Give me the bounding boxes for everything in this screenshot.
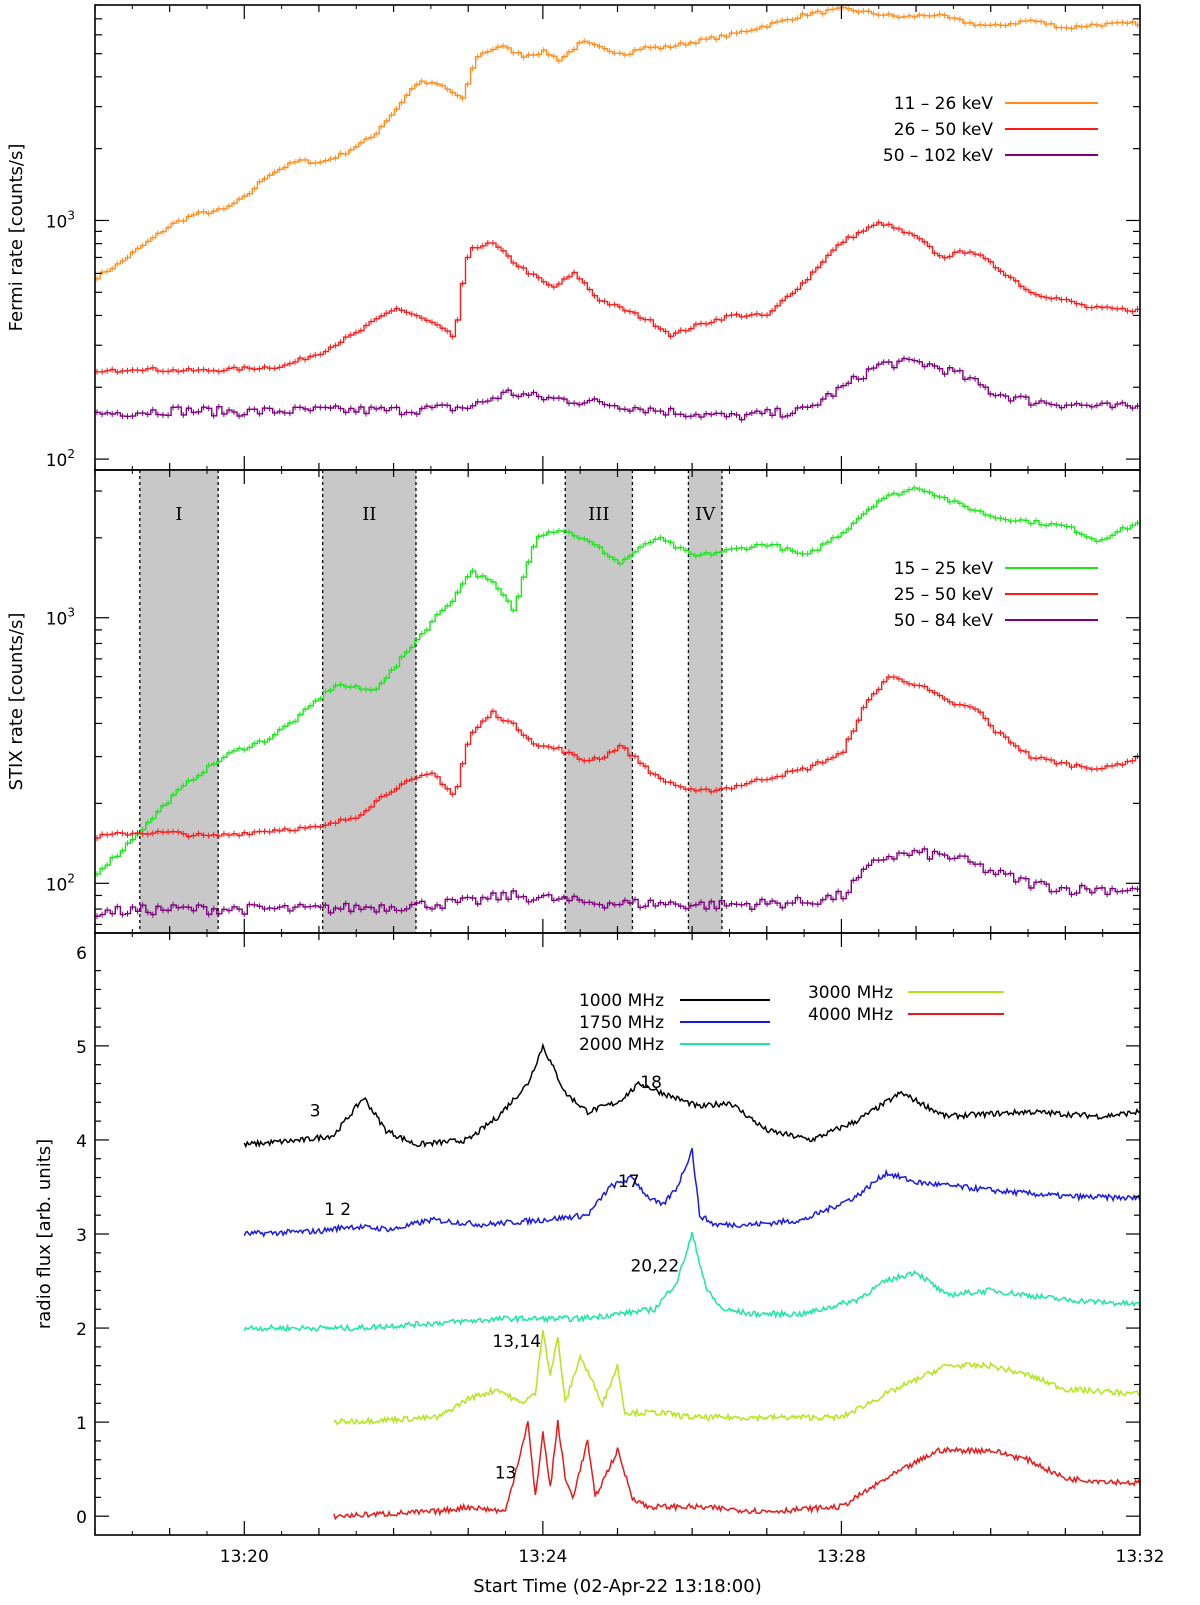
annotation: 18: [640, 1073, 662, 1093]
interval-III: III: [564, 470, 634, 933]
annotation: 17: [618, 1172, 640, 1192]
series-line-fermi-2: [95, 357, 1140, 421]
plot-frame: [94, 4, 1141, 471]
series-group: [95, 4, 1140, 423]
y-tick-base: 10: [46, 875, 68, 895]
y-tick-label: 1: [76, 1414, 87, 1434]
y-tick-label: 102: [46, 447, 75, 471]
y-tick-label: 2: [76, 1320, 87, 1340]
interval-label: I: [175, 504, 182, 525]
series-group: [243, 1042, 1141, 1521]
x-tick-label: 13:28: [817, 1547, 866, 1567]
interval-label: IV: [695, 504, 716, 525]
series-line-stix-0: [95, 487, 1140, 875]
y-tick-exponent: 3: [67, 208, 75, 222]
series-line-fermi-0: [95, 6, 1140, 280]
interval-label: III: [588, 504, 609, 525]
x-tick-labels: 13:20 13:24 13:28 13:32: [220, 1547, 1165, 1567]
series-errorbars-fermi-2: [96, 355, 1138, 423]
annotation: 20,22: [630, 1257, 679, 1277]
series-line-radio-3: [333, 1329, 1141, 1426]
y-tick-exponent: 2: [67, 447, 75, 461]
annotation: 1 2: [324, 1200, 351, 1220]
interval-II: II: [322, 470, 417, 933]
series-line-radio-0: [243, 1042, 1141, 1149]
series-group: [95, 484, 1140, 920]
y-ticks: 0 1 2 3 4 5 6: [76, 944, 1140, 1528]
y-tick-label: 103: [46, 208, 75, 232]
legend-label: 3000 MHz: [808, 983, 893, 1003]
series-errorbars-stix-1: [96, 674, 1138, 842]
series-line-fermi-1: [95, 221, 1140, 373]
y-tick-label: 6: [76, 944, 87, 964]
x-tick-label: 13:32: [1116, 1547, 1165, 1567]
x-tick-label: 13:24: [518, 1547, 567, 1567]
x-axis-title: Start Time (02-Apr-22 13:18:00): [473, 1576, 761, 1597]
interval-I: I: [139, 470, 219, 933]
legend-label: 15 – 25 keV: [894, 559, 994, 579]
y-tick-label: 4: [76, 1132, 87, 1152]
interval-band: [139, 470, 219, 933]
legend-label: 1750 MHz: [579, 1013, 664, 1033]
y-tick-base: 10: [46, 610, 68, 630]
y-tick-label: 5: [76, 1038, 87, 1058]
annotation: 13: [495, 1464, 517, 1484]
legend-label: 11 – 26 keV: [894, 94, 994, 114]
series-line-radio-1: [243, 1147, 1141, 1238]
interval-IV: IV: [687, 470, 723, 933]
legend-label: 50 – 102 keV: [883, 146, 993, 166]
series-errorbars-fermi-1: [96, 219, 1138, 375]
series-errorbars-stix-0: [96, 484, 1138, 878]
series-errorbars-fermi-0: [96, 4, 1138, 282]
y-tick-base: 10: [46, 212, 68, 232]
annotation: 3: [310, 1101, 321, 1121]
legend: 15 – 25 keV 25 – 50 keV 50 – 84 keV: [894, 559, 1098, 631]
legend-label: 25 – 50 keV: [894, 585, 994, 605]
series-line-radio-2: [243, 1232, 1141, 1333]
interval-band: [322, 470, 416, 933]
x-ticks: [94, 5, 1141, 470]
legend-label: 1000 MHz: [579, 991, 664, 1011]
y-tick-label: 3: [76, 1226, 87, 1246]
x-ticks: [94, 470, 1141, 933]
legend-label: 50 – 84 keV: [894, 611, 994, 631]
interval-band: [688, 470, 722, 933]
annotation: 13,14: [492, 1332, 541, 1352]
legend: 11 – 26 keV 26 – 50 keV 50 – 102 keV: [883, 94, 1098, 166]
annotations: 3 18 1 2 17 20,22 13,14 13: [310, 1073, 679, 1483]
y-tick-label: 103: [46, 606, 75, 630]
series-errorbars-stix-2: [96, 845, 1138, 920]
interval-band: [565, 470, 633, 933]
y-axis-title: STIX rate [counts/s]: [6, 613, 27, 791]
x-tick-label: 13:20: [220, 1547, 269, 1567]
interval-label: II: [362, 504, 376, 525]
legend-label: 2000 MHz: [579, 1035, 664, 1055]
y-axis-title: radio flux [arb. units]: [34, 1139, 55, 1329]
y-tick-label: 102: [46, 871, 75, 895]
y-axis-title: Fermi rate [counts/s]: [6, 144, 27, 332]
y-tick-base: 10: [46, 451, 68, 471]
x-ticks: [94, 933, 1141, 1535]
y-tick-exponent: 2: [67, 871, 75, 885]
legend-label: 26 – 50 keV: [894, 120, 994, 140]
legend-label: 4000 MHz: [808, 1005, 893, 1025]
y-tick-exponent: 3: [67, 606, 75, 620]
series-line-radio-4: [333, 1419, 1141, 1521]
y-tick-label: 0: [76, 1508, 87, 1528]
